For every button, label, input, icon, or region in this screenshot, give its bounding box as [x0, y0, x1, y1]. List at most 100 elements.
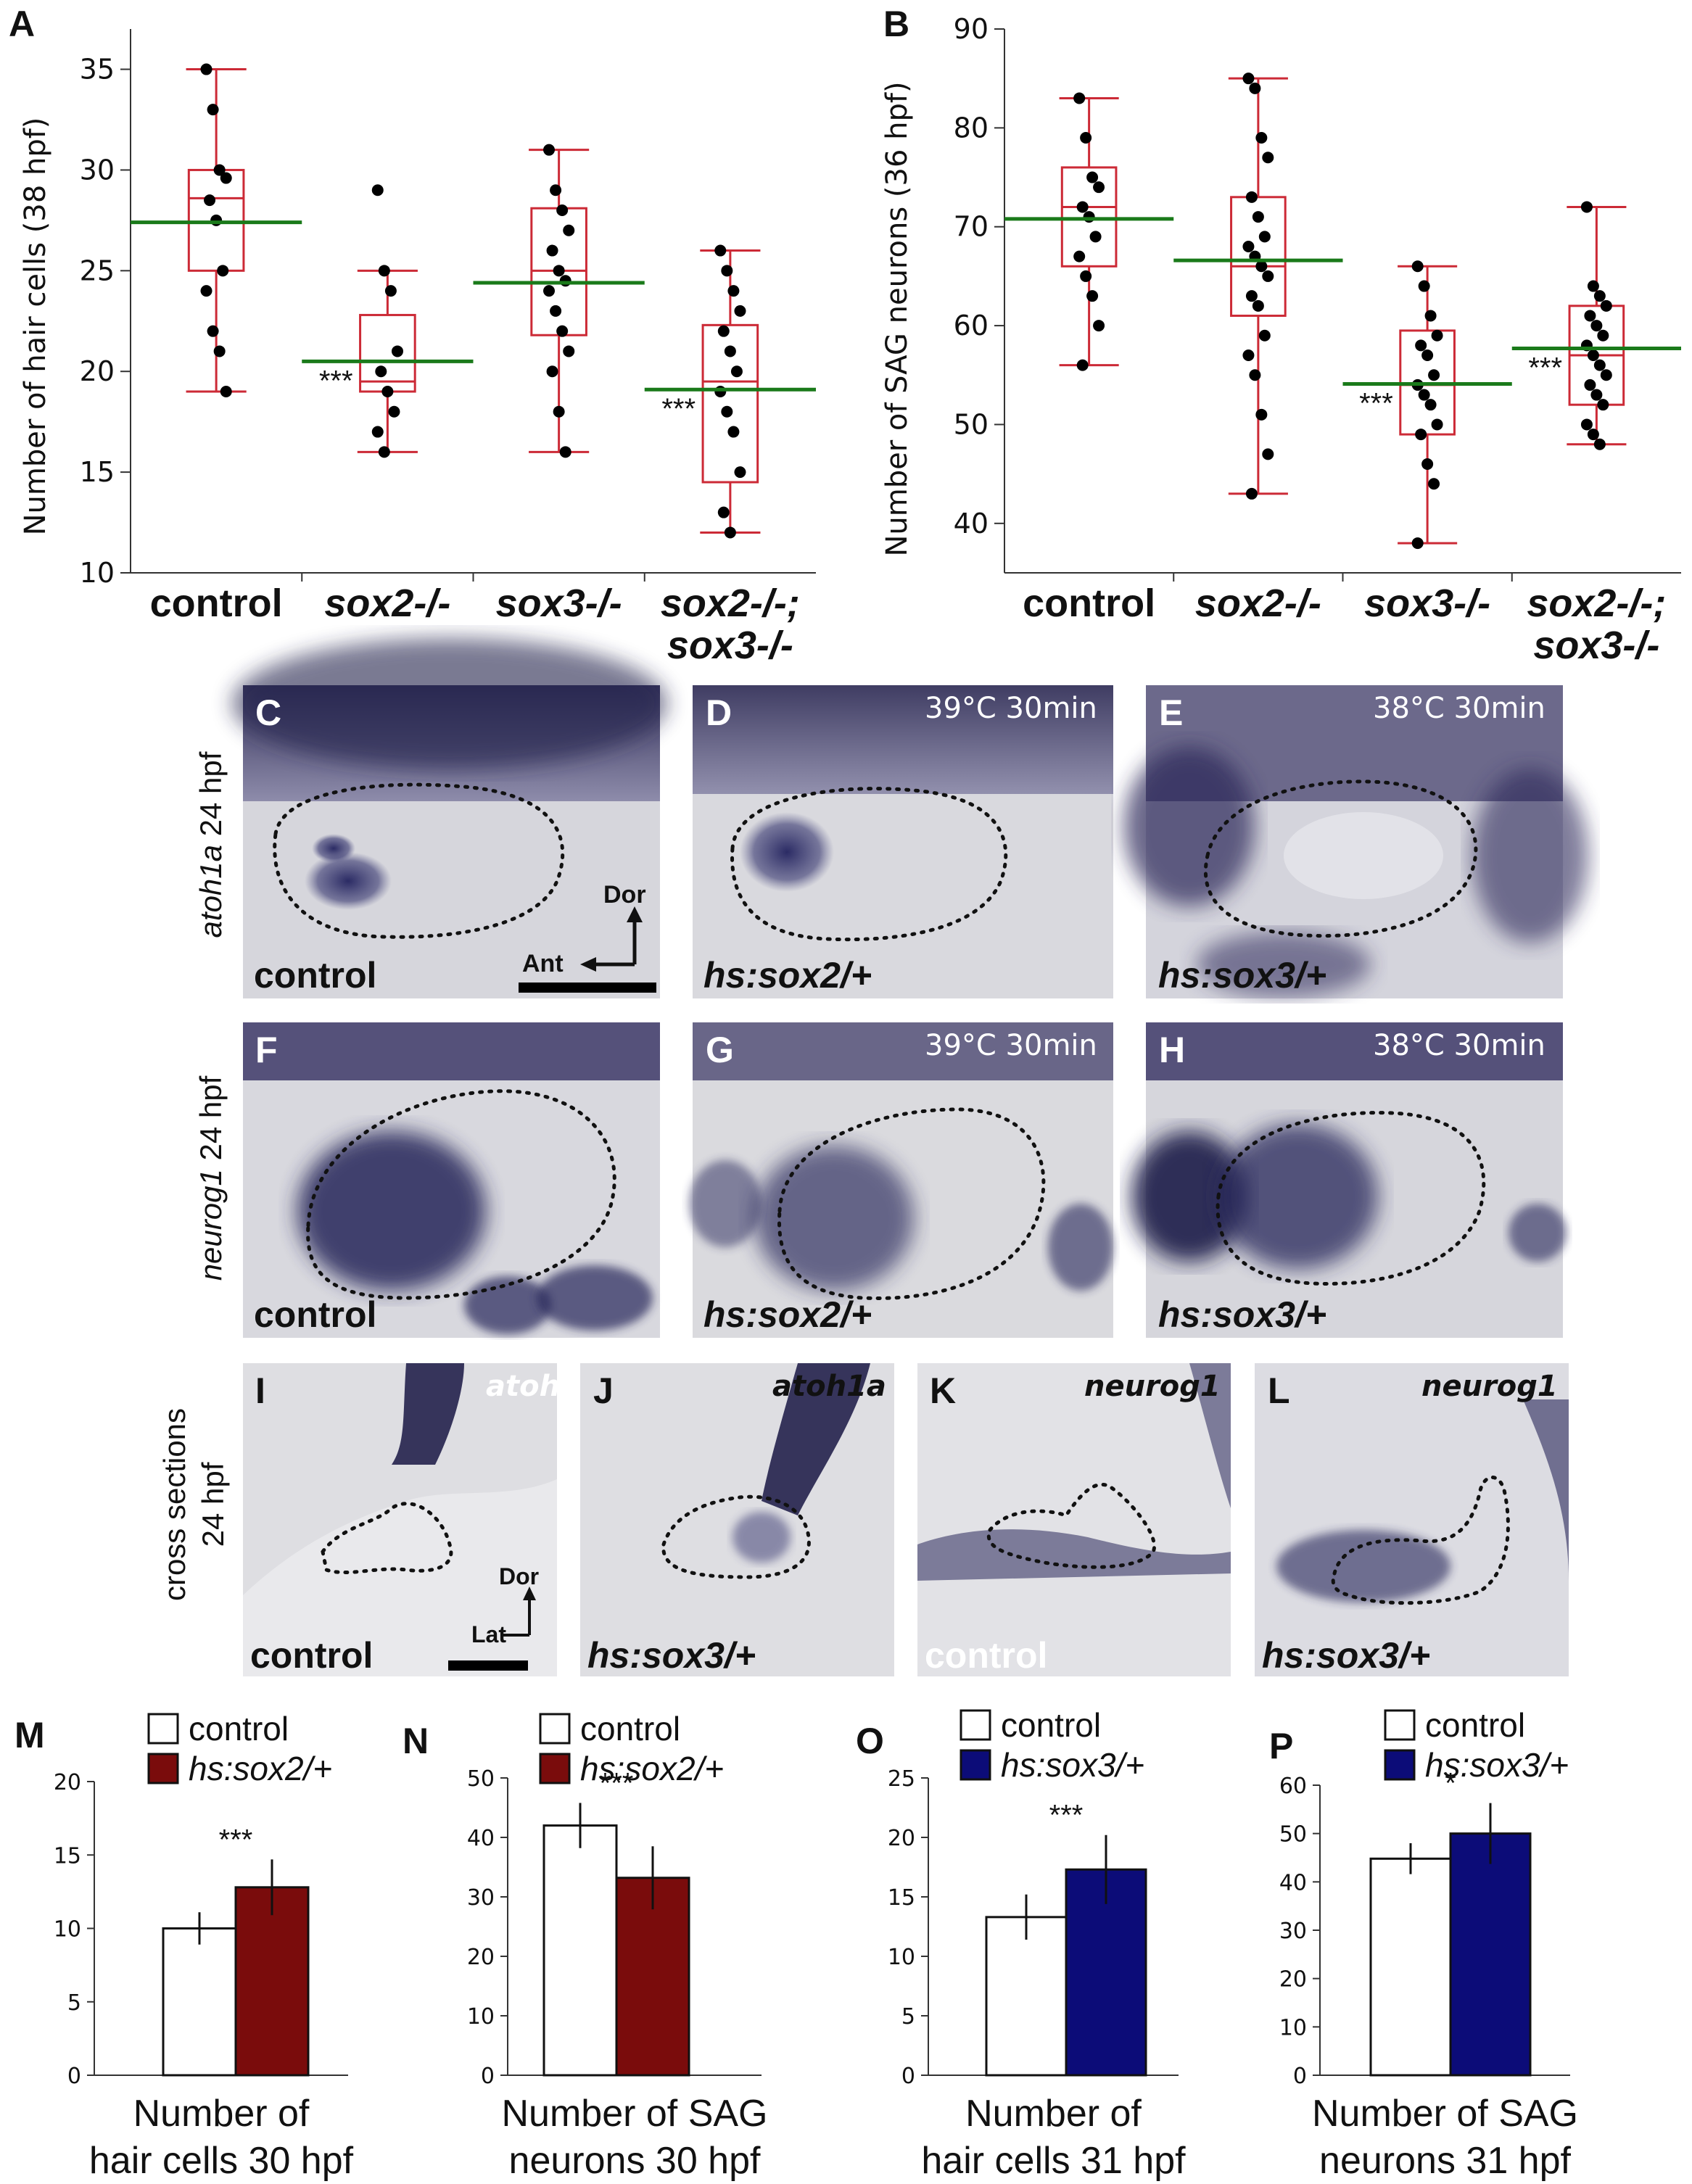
legend-label: hs:sox2/+: [580, 1750, 724, 1787]
legend-label: hs:sox2/+: [189, 1750, 332, 1787]
micro-cond-e: 38°C 30min: [1373, 692, 1546, 725]
data-point: [734, 305, 746, 317]
x-category-label: sox3-/-: [496, 582, 622, 625]
data-point: [381, 386, 394, 397]
box-group-1: ***: [301, 184, 474, 582]
bar: [542, 1824, 618, 2077]
data-point: [1421, 458, 1434, 470]
x-category-label: sox2-/-: [324, 582, 450, 625]
y-tick-label: 40: [1279, 1870, 1307, 1895]
data-point: [724, 345, 736, 357]
legend-swatch: [147, 1753, 179, 1784]
y-tick-label: 80: [954, 112, 989, 144]
orientation-arrow-icon: [580, 906, 643, 972]
y-tick-label: 20: [80, 355, 115, 387]
data-point: [721, 405, 733, 418]
x-category-label: sox3-/-: [667, 624, 793, 667]
x-axis-label: Number of: [133, 2093, 310, 2135]
legend-label: control: [580, 1710, 680, 1747]
data-point: [1587, 280, 1599, 292]
micro-letter-e: E: [1159, 692, 1183, 733]
micro-letter-i: I: [255, 1370, 265, 1411]
micro-letter-h: H: [1159, 1030, 1185, 1070]
y-tick-label: 20: [888, 1826, 915, 1851]
data-point: [1593, 359, 1606, 371]
micrograph-k: K neurog1 control: [917, 1363, 1231, 1676]
data-point: [1089, 231, 1102, 243]
micro-geno-h: hs:sox3/+: [1158, 1294, 1326, 1335]
micro-cond-h: 38°C 30min: [1373, 1029, 1546, 1062]
x-axis-label: Number of: [965, 2093, 1142, 2135]
x-category-label: sox2-/-;: [1527, 582, 1666, 625]
data-point: [371, 184, 384, 197]
data-point: [384, 285, 397, 297]
y-tick-label: 0: [901, 2064, 915, 2089]
data-point: [721, 265, 733, 277]
data-point: [1252, 211, 1264, 223]
box-group-0: [1004, 92, 1174, 371]
data-point: [1415, 429, 1427, 441]
data-point: [1255, 408, 1268, 421]
data-point: [717, 325, 730, 337]
data-point: [1093, 181, 1105, 194]
legend-swatch: [539, 1713, 571, 1745]
y-tick-label: 10: [888, 1945, 915, 1970]
x-category-label: control: [150, 582, 283, 625]
data-point: [559, 446, 571, 458]
x-axis-label: hair cells 30 hpf: [89, 2140, 354, 2182]
y-tick-label: 50: [467, 1766, 495, 1792]
row-label-neurog1: neurog1 24 hpf: [194, 1075, 228, 1281]
bar: [234, 1886, 310, 2077]
y-ticks-b: 40 50 60 70 80 90: [954, 13, 1004, 539]
data-point: [1242, 241, 1255, 252]
scale-bar-icon: [519, 983, 656, 993]
data-point: [220, 386, 232, 397]
data-point: [1258, 231, 1271, 243]
data-point: [1593, 290, 1606, 302]
data-point: [727, 285, 740, 297]
x-axis-label: neurons 31 hpf: [1319, 2140, 1571, 2182]
y-tick-label: 60: [954, 310, 989, 342]
y-tick-label: 60: [1279, 1774, 1307, 1799]
data-point: [1421, 349, 1434, 361]
bar: [1369, 1857, 1452, 2077]
x-category-label: sox3-/-: [1533, 624, 1659, 667]
micro-geno-e: hs:sox3/+: [1158, 955, 1326, 996]
data-point: [1584, 310, 1596, 322]
data-point: [217, 265, 229, 277]
y-tick-label: 25: [888, 1766, 915, 1792]
data-point: [213, 345, 226, 357]
data-point: [556, 204, 569, 216]
bar: [162, 1927, 237, 2077]
y-tick-label: 30: [467, 1885, 495, 1911]
data-point: [1415, 339, 1427, 352]
data-point: [1587, 429, 1599, 441]
micro-geno-i: control: [250, 1635, 373, 1676]
y-tick-label: 15: [888, 1885, 915, 1911]
data-point: [1580, 418, 1593, 431]
y-tick-label: 15: [54, 1843, 81, 1869]
y-tick-label: 10: [80, 557, 115, 589]
y-tick-label: 20: [467, 1945, 495, 1970]
data-point: [378, 265, 390, 277]
significance-label: ***: [661, 393, 696, 425]
data-point: [1411, 537, 1424, 550]
y-tick-label: 90: [954, 13, 989, 45]
data-point: [1600, 299, 1612, 312]
x-category-label: sox3-/-: [1364, 582, 1490, 625]
micrograph-j: J atoh1a hs:sox3/+: [580, 1363, 894, 1676]
data-point: [1073, 250, 1086, 262]
data-point: [714, 244, 727, 257]
micrograph-d: D 39°C 30min hs:sox2/+: [693, 685, 1113, 998]
data-point: [734, 466, 746, 479]
data-point: [207, 104, 219, 116]
micro-gene-k: neurog1: [1084, 1370, 1221, 1403]
data-point: [1590, 320, 1603, 332]
data-point: [1252, 299, 1264, 312]
bar: [615, 1877, 690, 2077]
significance-label: ***: [1528, 352, 1562, 384]
x-category-label: sox2-/-: [1195, 582, 1321, 625]
y-tick-label: 40: [954, 508, 989, 539]
